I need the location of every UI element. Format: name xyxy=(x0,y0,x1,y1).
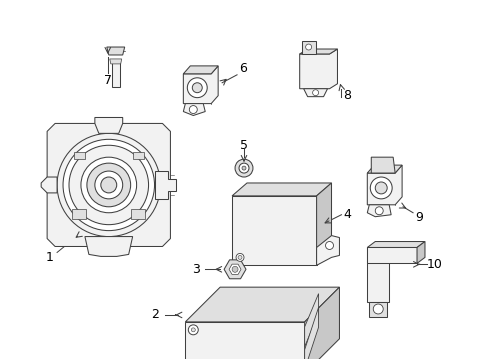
Polygon shape xyxy=(131,210,145,219)
Polygon shape xyxy=(368,205,391,217)
Polygon shape xyxy=(183,66,218,104)
Text: 2: 2 xyxy=(151,309,159,321)
Polygon shape xyxy=(154,171,176,199)
Polygon shape xyxy=(110,59,122,64)
Text: 10: 10 xyxy=(427,258,443,271)
Text: 8: 8 xyxy=(343,89,351,102)
Circle shape xyxy=(236,253,244,261)
Text: 4: 4 xyxy=(343,208,351,221)
Polygon shape xyxy=(317,183,332,265)
Circle shape xyxy=(101,177,117,193)
Circle shape xyxy=(375,207,383,215)
Circle shape xyxy=(325,242,334,249)
Text: 5: 5 xyxy=(240,139,248,152)
Circle shape xyxy=(235,159,253,177)
Circle shape xyxy=(187,78,207,98)
Circle shape xyxy=(238,255,242,260)
Polygon shape xyxy=(185,287,340,322)
Text: 9: 9 xyxy=(415,211,423,224)
Polygon shape xyxy=(41,177,57,193)
Polygon shape xyxy=(368,247,389,302)
Polygon shape xyxy=(368,242,425,247)
Polygon shape xyxy=(368,165,402,173)
Polygon shape xyxy=(300,49,338,89)
Polygon shape xyxy=(417,242,425,264)
Polygon shape xyxy=(85,237,133,256)
Circle shape xyxy=(373,304,383,314)
Polygon shape xyxy=(47,123,171,247)
Polygon shape xyxy=(232,183,332,196)
Polygon shape xyxy=(185,322,305,360)
Polygon shape xyxy=(183,66,218,74)
Circle shape xyxy=(191,328,196,332)
Circle shape xyxy=(189,105,197,113)
Circle shape xyxy=(370,177,392,199)
Circle shape xyxy=(188,325,198,335)
Text: 7: 7 xyxy=(104,74,112,87)
Circle shape xyxy=(63,139,154,231)
Polygon shape xyxy=(232,196,317,265)
Polygon shape xyxy=(371,157,395,173)
Text: 6: 6 xyxy=(239,62,247,75)
Circle shape xyxy=(232,266,238,272)
Polygon shape xyxy=(74,152,85,159)
Polygon shape xyxy=(305,307,318,360)
Circle shape xyxy=(57,133,161,237)
Polygon shape xyxy=(229,264,241,274)
Polygon shape xyxy=(112,59,120,87)
Polygon shape xyxy=(95,117,122,133)
Polygon shape xyxy=(317,235,340,265)
Circle shape xyxy=(306,44,312,50)
Polygon shape xyxy=(133,152,144,159)
Polygon shape xyxy=(305,294,318,347)
Polygon shape xyxy=(302,41,316,54)
Polygon shape xyxy=(183,104,205,116)
Circle shape xyxy=(242,166,246,170)
Circle shape xyxy=(192,83,202,93)
Polygon shape xyxy=(73,210,86,219)
Circle shape xyxy=(87,163,131,207)
Polygon shape xyxy=(300,49,338,54)
Circle shape xyxy=(95,171,122,199)
Circle shape xyxy=(313,90,318,96)
Polygon shape xyxy=(305,287,340,360)
Polygon shape xyxy=(224,260,246,279)
Circle shape xyxy=(81,157,137,213)
Circle shape xyxy=(375,182,387,194)
Text: 1: 1 xyxy=(45,251,53,264)
Polygon shape xyxy=(368,165,402,205)
Text: 3: 3 xyxy=(193,263,200,276)
Polygon shape xyxy=(304,89,327,96)
Polygon shape xyxy=(107,47,124,55)
Circle shape xyxy=(69,145,148,225)
Polygon shape xyxy=(369,302,387,317)
Polygon shape xyxy=(368,247,417,264)
Circle shape xyxy=(239,163,249,173)
